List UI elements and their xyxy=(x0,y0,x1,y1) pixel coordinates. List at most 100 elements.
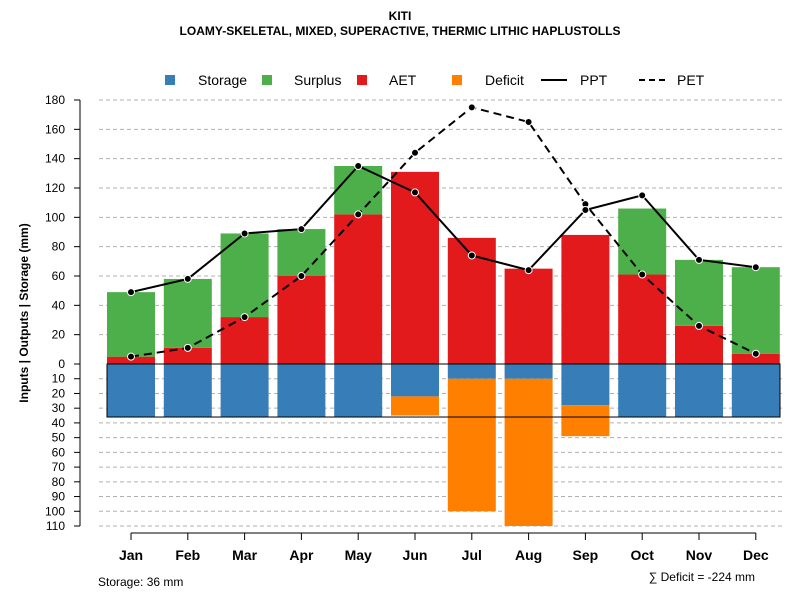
bar-storage-oct xyxy=(618,364,667,418)
x-tick-label-sep: Sep xyxy=(573,547,599,563)
bar-storage-mar xyxy=(220,364,269,418)
bar-storage-dec xyxy=(731,364,780,418)
storage-footnote: Storage: 36 mm xyxy=(98,575,184,589)
deficit-footnote: ∑ Deficit = -224 mm xyxy=(648,570,755,584)
y-tick-label-lower: 10 xyxy=(52,372,66,386)
point-pet-jul xyxy=(467,103,476,112)
point-ppt-jul xyxy=(467,251,476,260)
bar-storage-aug xyxy=(504,364,553,379)
point-ppt-apr xyxy=(297,225,306,234)
legend-swatch-storage xyxy=(165,75,175,85)
x-tick-label-apr: Apr xyxy=(289,547,314,563)
bar-deficit-sep xyxy=(561,405,610,437)
point-pet-dec xyxy=(751,349,760,358)
x-tick-label-jul: Jul xyxy=(462,547,482,563)
chart-subtitle: LOAMY-SKELETAL, MIXED, SUPERACTIVE, THER… xyxy=(179,24,621,38)
x-tick-label-aug: Aug xyxy=(515,547,542,563)
y-tick-label-upper: 140 xyxy=(45,152,65,166)
bar-surplus-oct xyxy=(618,208,667,275)
y-tick-label-lower: 110 xyxy=(46,519,65,533)
y-tick-label-lower: 40 xyxy=(52,416,66,430)
point-pet-aug xyxy=(524,118,533,126)
bar-aet-feb xyxy=(163,347,212,364)
y-tick-label-lower: 90 xyxy=(52,490,66,504)
legend-label-storage: Storage xyxy=(198,72,248,88)
bar-storage-nov xyxy=(675,364,723,418)
y-tick-label-lower: 50 xyxy=(52,431,66,445)
bar-aet-oct xyxy=(618,274,667,364)
bar-deficit-jul xyxy=(447,378,496,512)
bar-surplus-nov xyxy=(675,259,723,326)
legend-label-deficit: Deficit xyxy=(485,72,524,88)
legend-label-surplus: Surplus xyxy=(294,72,342,88)
y-tick-label-lower: 60 xyxy=(52,445,66,459)
y-tick-label-lower: 20 xyxy=(52,386,66,400)
y-tick-label-upper: 80 xyxy=(52,240,66,254)
x-tick-label-feb: Feb xyxy=(175,547,200,563)
point-ppt-nov xyxy=(695,255,703,264)
bar-surplus-dec xyxy=(731,267,780,354)
y-tick-label-upper: 60 xyxy=(52,269,66,283)
bar-storage-feb xyxy=(163,364,212,418)
bar-storage-apr xyxy=(277,364,326,418)
point-pet-jan xyxy=(127,352,135,361)
bar-aet-apr xyxy=(277,276,326,364)
point-pet-mar xyxy=(240,313,249,322)
y-tick-label-upper: 120 xyxy=(45,181,65,195)
bar-aet-mar xyxy=(220,317,269,364)
bar-aet-may xyxy=(334,214,383,364)
x-tick-label-nov: Nov xyxy=(686,547,713,563)
y-tick-label-upper: 180 xyxy=(45,93,65,107)
y-tick-label-upper: 20 xyxy=(52,328,66,342)
point-pet-oct xyxy=(638,270,647,279)
y-axis-label: Inputs | Outputs | Storage (mm) xyxy=(17,223,31,402)
chart-legend: Storage Surplus AET Deficit PPT PET xyxy=(0,70,800,90)
y-tick-label-lower: 30 xyxy=(52,401,66,415)
bar-deficit-jun xyxy=(391,396,439,416)
bar-aet-dec xyxy=(731,353,780,364)
y-tick-label-lower: 80 xyxy=(52,475,66,489)
point-ppt-aug xyxy=(524,266,533,275)
bar-deficit-aug xyxy=(504,378,553,526)
bar-surplus-feb xyxy=(163,278,212,348)
point-ppt-mar xyxy=(240,229,249,238)
line-pet xyxy=(130,106,757,358)
point-pet-nov xyxy=(695,321,703,330)
x-tick-label-oct: Oct xyxy=(631,547,655,563)
legend-line-pet xyxy=(639,79,665,81)
y-tick-label-upper: 100 xyxy=(45,210,65,224)
x-tick-label-jan: Jan xyxy=(119,547,143,563)
point-pet-may xyxy=(354,210,363,219)
bar-storage-jan xyxy=(107,364,155,418)
x-tick-label-dec: Dec xyxy=(743,547,769,563)
point-ppt-sep xyxy=(581,206,590,214)
bar-storage-jul xyxy=(447,364,496,379)
legend-swatch-deficit xyxy=(452,75,462,85)
x-tick-label-mar: Mar xyxy=(232,547,257,563)
x-tick-label-jun: Jun xyxy=(403,547,428,563)
legend-label-pet: PET xyxy=(677,72,705,88)
point-ppt-jun xyxy=(411,188,419,197)
bar-aet-sep xyxy=(561,234,610,364)
legend-swatch-surplus xyxy=(262,75,272,85)
point-ppt-feb xyxy=(183,274,192,283)
point-pet-jun xyxy=(411,148,419,157)
y-tick-label-lower: 70 xyxy=(52,460,66,474)
point-pet-apr xyxy=(297,272,306,280)
legend-label-ppt: PPT xyxy=(580,72,608,88)
bar-aet-jun xyxy=(391,171,439,364)
legend-line-ppt xyxy=(541,79,567,81)
bar-storage-sep xyxy=(561,364,610,406)
y-tick-label-upper: 160 xyxy=(45,122,65,136)
bar-storage-jun xyxy=(391,364,439,397)
y-tick-label-upper: 40 xyxy=(52,298,66,312)
point-ppt-dec xyxy=(751,263,760,272)
bar-storage-may xyxy=(334,364,383,418)
bar-aet-nov xyxy=(675,325,723,364)
bar-aet-aug xyxy=(504,268,553,364)
line-ppt xyxy=(130,164,756,294)
y-tick-label-upper: 0 xyxy=(58,357,65,371)
y-tick-label-lower: 100 xyxy=(45,504,65,518)
point-ppt-jan xyxy=(127,288,135,297)
